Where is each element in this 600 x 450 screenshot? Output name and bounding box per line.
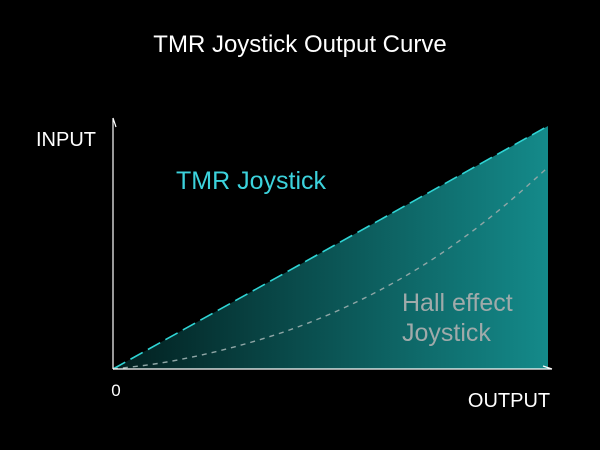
chart-title: TMR Joystick Output Curve [153,31,446,58]
x-axis-label: OUTPUT [468,390,550,412]
hall-series-line [112,166,549,370]
tmr-series-line [112,125,549,370]
hall-series-label-line: Hall effect [402,289,513,317]
origin-label: 0 [111,381,120,400]
x-axis [113,365,553,370]
y-axis [112,117,117,369]
tmr-series-label-line: TMR Joystick [176,167,327,195]
hall-series-label-line: Joystick [402,319,491,347]
y-axis-label: INPUT [36,129,96,151]
hall-series-label: Hall effect Joystick [402,289,520,347]
tmr-series-label: TMR Joystick [176,167,327,195]
